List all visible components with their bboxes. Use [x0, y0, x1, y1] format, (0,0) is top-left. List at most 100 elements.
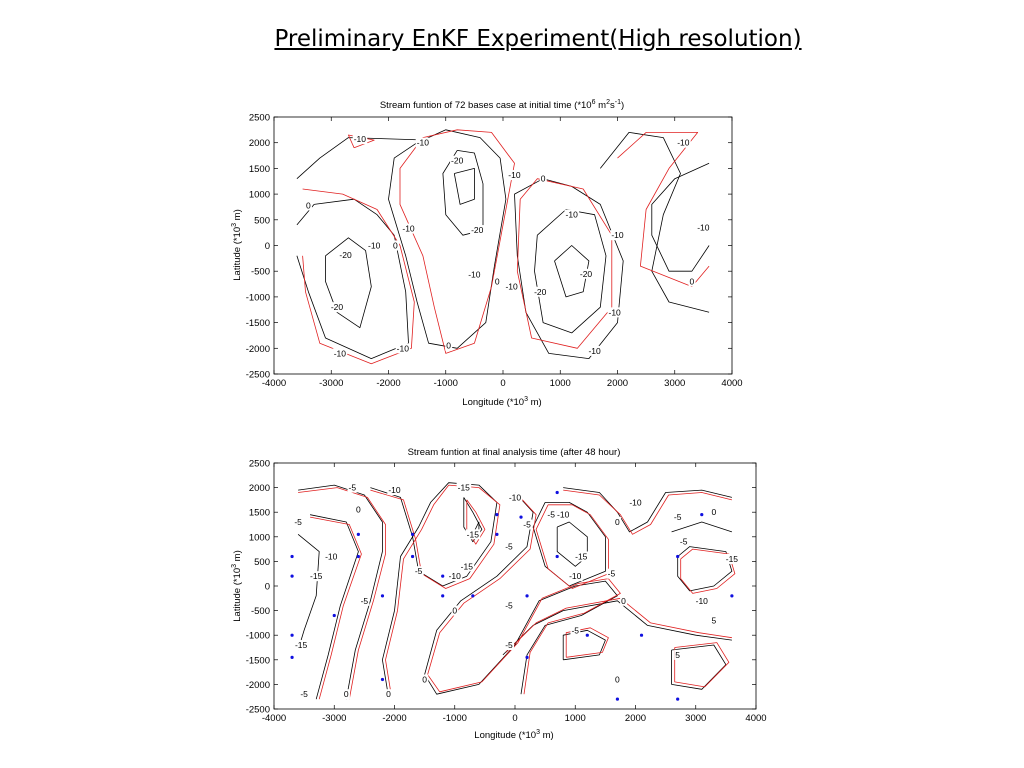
chart1-contour-label-bg — [352, 134, 368, 145]
chart2-contour-label-bg — [504, 640, 515, 651]
chart2-contour-label-bg — [293, 640, 309, 651]
chart2-truth-contour-line — [563, 489, 732, 535]
chart1-contour-label-bg — [610, 230, 625, 241]
chart2-observation-point — [290, 633, 294, 637]
chart2-contour-label-bg — [628, 497, 643, 508]
chart2-xtick-label: 2000 — [625, 713, 646, 724]
chart1-ytick-label: -2500 — [246, 370, 270, 381]
chart2-contour-label-bg — [299, 689, 310, 700]
chart2-contour-label: -5 — [505, 601, 513, 611]
chart2-contour-label-bg — [324, 551, 339, 562]
chart2-contour-label: 0 — [711, 507, 716, 517]
chart2-contour-label-bg — [672, 512, 683, 523]
chart2-observation-point — [495, 532, 499, 536]
chart2-analysis-contour-line — [532, 502, 606, 587]
chart2-contour-label-bg — [451, 605, 459, 616]
chart1-contour-label: -20 — [580, 269, 593, 279]
chart1-analysis-contour-line — [388, 129, 507, 349]
chart1-contour-label: -20 — [339, 250, 352, 260]
chart2-contour-label: -5 — [415, 566, 423, 576]
chart1-contour-label-bg — [367, 240, 382, 251]
chart1-ytick-label: 1500 — [249, 164, 270, 175]
chart2-contour-label-bg — [522, 519, 533, 530]
chart2-contour-label-bg — [678, 536, 689, 547]
chart2-xtick-label: 1000 — [565, 713, 586, 724]
chart2-contour-label: -10 — [325, 551, 338, 561]
chart2-contour-label-bg — [447, 571, 463, 582]
chart2-contour-label-bg — [568, 571, 583, 582]
chart1-ytick-label: -500 — [251, 267, 270, 278]
chart2-contour-label-bg — [694, 595, 710, 606]
chart1-truth-contour-line — [617, 132, 710, 287]
chart2-observation-point — [471, 594, 475, 598]
chart1-analysis-contour-line — [651, 162, 710, 272]
chart1-contour-label: -10 — [697, 223, 710, 233]
chart2-contour-label: -15 — [467, 529, 480, 539]
chart2-observation-point — [290, 655, 294, 659]
chart2-plot-frame — [273, 462, 757, 710]
chart1-truth-contour-line — [302, 188, 415, 365]
chart1-contour-label-bg — [688, 276, 696, 287]
chart2-observation-point — [495, 513, 499, 517]
chart2-observation-point — [676, 697, 680, 701]
chart1-contour-label: -10 — [566, 210, 579, 220]
chart2-contour-label: 0 — [344, 689, 349, 699]
chart1-contour-label: -10 — [368, 241, 381, 251]
chart2-contour-label-bg — [413, 566, 424, 577]
chart1-contour-label-bg — [504, 281, 519, 292]
contour-chart-initial: Stream funtion of 72 bases case at initi… — [231, 99, 743, 408]
chart2-observation-point — [380, 677, 385, 682]
chart1-contour-label-bg — [493, 276, 501, 287]
chart2-contour-label-bg — [385, 689, 393, 700]
chart1-contour-label: -10 — [334, 348, 347, 358]
chart1-analysis-contour-line — [325, 237, 372, 329]
chart2-observation-point — [615, 697, 620, 701]
chart1-xtick-label: 4000 — [721, 378, 742, 389]
chart2-contour-label-bg — [354, 504, 362, 515]
chart2-contour-label-bg — [614, 517, 622, 528]
chart2-observation-point — [639, 633, 644, 637]
chart2-ytick-label: 1000 — [249, 532, 270, 543]
chart1-contour-label-bg — [676, 137, 691, 148]
chart2-ytick-label: -1500 — [246, 655, 270, 666]
chart2-contour-label: -5 — [608, 569, 616, 579]
chart1-xtick-label: -2000 — [376, 378, 400, 389]
chart1-contour-label-bg — [415, 137, 431, 148]
chart2-contour-label-bg — [674, 649, 682, 660]
chart1-contour-label-bg — [450, 155, 465, 166]
chart2-observation-point — [441, 574, 445, 578]
chart1-contour-label: 0 — [306, 200, 311, 210]
chart2-contour-label-bg — [504, 600, 515, 611]
chart2-analysis-contour-line — [671, 521, 733, 533]
chart1-truth-contour-line — [399, 129, 515, 354]
chart2-contour-label-bg — [620, 595, 628, 606]
chart2-contour-label: -5 — [294, 517, 302, 527]
chart2-observation-point — [519, 515, 523, 519]
chart2-contour-labels: -5 -10 -15-10-5 -10-10-50-15-5 0 -5 0-10-5 -15-… — [293, 482, 740, 700]
chart2-contour-label-bg — [507, 492, 523, 503]
chart2-contour-label-bg — [347, 482, 358, 493]
chart1-contour-label: 0 — [393, 241, 398, 251]
chart2-contour-label-bg — [724, 553, 740, 564]
chart2-contour-label: -5 — [505, 542, 513, 552]
chart1-contour-label: -10 — [397, 343, 410, 353]
chart1-contour-label: -10 — [588, 346, 601, 356]
chart2-observation-point — [585, 633, 589, 637]
chart1-contour-label-bg — [445, 340, 453, 351]
chart1-ytick-label: 2500 — [249, 113, 270, 124]
chart1-contour-label: -10 — [468, 269, 481, 279]
chart2-ytick-label: -2000 — [246, 680, 270, 691]
chart2-truth-contour-line — [505, 597, 732, 653]
chart2-contour-label: -5 — [361, 596, 369, 606]
chart1-contour-labels: -10 -10 -20 -10 0 -20 0 -20 -10 0 -10 -10 0 -10 -20 -10… — [304, 134, 711, 359]
chart1-contour-label-bg — [304, 200, 312, 211]
chart1-contour-label: -10 — [611, 230, 624, 240]
chart1-contour-label-bg — [395, 343, 411, 354]
chart1-contour-label-bg — [332, 348, 348, 359]
chart2-observation-point — [380, 594, 385, 598]
chart2-truth-contour-line — [427, 494, 621, 695]
chart1-contour-label: 0 — [690, 276, 695, 286]
chart2-contour-label: -15 — [310, 571, 323, 581]
chart1-title: Stream funtion of 72 bases case at initi… — [380, 99, 624, 111]
chart1-xtick-label: -3000 — [319, 378, 343, 389]
